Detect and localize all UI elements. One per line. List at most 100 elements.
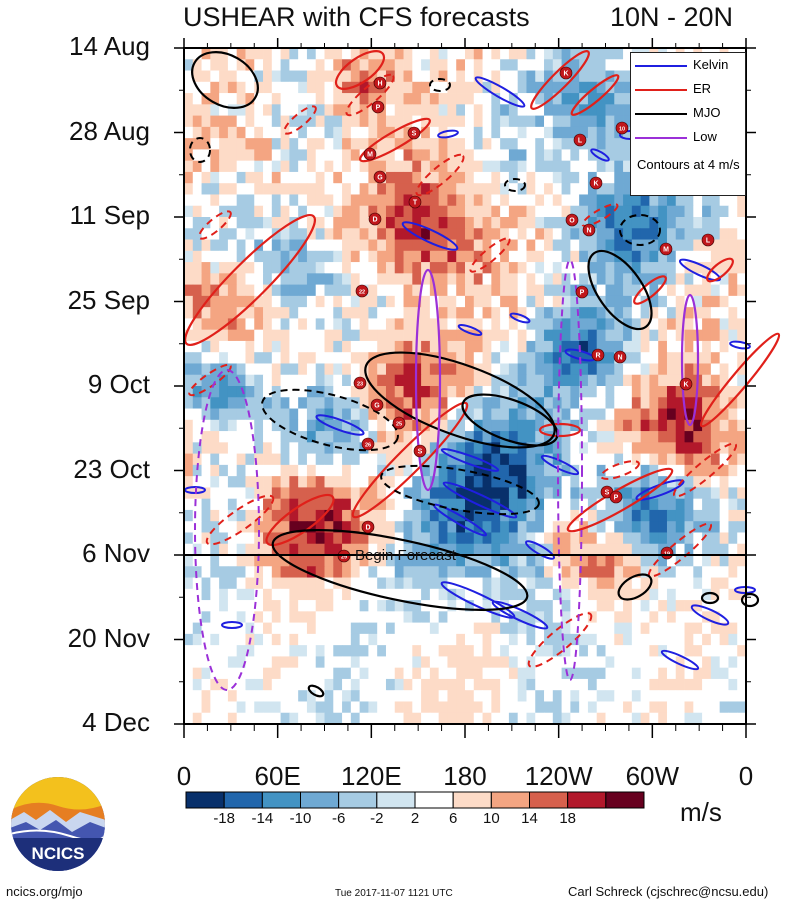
shear-cell: [333, 183, 343, 195]
shear-cell: [315, 307, 325, 319]
shear-cell: [561, 273, 571, 285]
shear-cell: [236, 171, 246, 184]
shear-cell: [385, 667, 396, 680]
shear-cell: [263, 183, 273, 195]
shear-cell: [623, 667, 633, 680]
shear-cell: [623, 645, 633, 657]
shear-cell: [412, 262, 422, 274]
shear-cell: [456, 329, 466, 342]
shear-cell: [517, 318, 527, 331]
shear-cell: [693, 205, 703, 218]
shear-cell: [280, 431, 290, 443]
shear-cell: [658, 555, 668, 567]
shear-cell: [227, 329, 238, 342]
shear-cell: [412, 70, 422, 83]
shear-cell: [517, 701, 527, 714]
shear-cell: [640, 363, 650, 376]
shear-cell: [201, 318, 211, 331]
shear-cell: [359, 329, 369, 342]
shear-cell: [465, 712, 475, 725]
shear-cell: [254, 577, 264, 590]
storm-label: N: [586, 228, 591, 235]
shear-cell: [623, 104, 633, 116]
shear-cell: [482, 262, 492, 274]
shear-cell: [201, 701, 211, 714]
shear-cell: [377, 600, 387, 612]
shear-cell: [298, 352, 308, 364]
shear-cell: [245, 307, 255, 319]
shear-cell: [324, 701, 334, 714]
shear-cell: [658, 532, 668, 545]
shear-cell: [333, 656, 343, 669]
shear-cell: [350, 712, 361, 725]
shear-cell: [508, 690, 519, 702]
shear-cell: [359, 352, 369, 364]
shear-cell: [508, 386, 519, 398]
legend-line-mjo: [635, 113, 687, 115]
shear-cell: [552, 171, 562, 184]
logo-text: NCICS: [32, 844, 85, 863]
shear-cell: [570, 183, 580, 195]
shear-cell: [315, 273, 325, 285]
shear-cell: [465, 81, 475, 94]
shear-cell: [737, 543, 747, 556]
shear-cell: [658, 678, 668, 691]
shear-cell: [456, 487, 466, 500]
shear-cell: [500, 656, 510, 669]
shear-cell: [385, 656, 396, 669]
shear-cell: [412, 577, 422, 590]
shear-cell: [298, 160, 308, 173]
shear-cell: [377, 228, 387, 240]
shear-cell: [737, 701, 747, 714]
shear-cell: [623, 498, 633, 511]
shear-cell: [482, 81, 492, 94]
shear-cell: [192, 588, 202, 601]
shear-cell: [421, 464, 431, 477]
shear-cell: [289, 678, 299, 691]
shear-cell: [324, 667, 334, 680]
shear-cell: [201, 239, 211, 252]
kelvin-contour: [491, 600, 549, 630]
shear-cell: [394, 262, 404, 274]
shear-cell: [324, 386, 334, 398]
shear-cell: [421, 487, 431, 500]
shear-cell: [623, 115, 633, 128]
shear-cell: [482, 250, 492, 263]
shear-cell: [631, 645, 642, 657]
shear-cell: [465, 645, 475, 657]
shear-cell: [517, 645, 527, 657]
shear-cell: [535, 228, 545, 240]
shear-cell: [491, 273, 501, 285]
shear-cell: [263, 318, 273, 331]
shear-cell: [219, 509, 229, 522]
shear-cell: [368, 115, 378, 128]
shear-cell: [596, 690, 606, 702]
shear-cell: [579, 656, 589, 669]
shear-cell: [306, 318, 317, 331]
shear-cell: [412, 476, 422, 488]
shear-cell: [684, 329, 694, 342]
shear-cell: [675, 217, 685, 229]
shear-cell: [192, 183, 202, 195]
shear-cell: [544, 690, 554, 702]
shear-cell: [737, 566, 747, 578]
shear-cell: [587, 453, 598, 466]
shear-cell: [561, 363, 571, 376]
shear-cell: [465, 600, 475, 612]
shear-cell: [289, 577, 299, 590]
shear-cell: [359, 712, 369, 725]
shear-cell: [473, 667, 483, 680]
shear-cell: [315, 194, 325, 207]
shear-cell: [623, 386, 633, 398]
colorbar-label: 6: [448, 810, 458, 827]
shear-cell: [324, 115, 334, 128]
shear-cell: [429, 307, 440, 319]
shear-cell: [219, 318, 229, 331]
shear-cell: [227, 611, 238, 623]
shear-cell: [201, 250, 211, 263]
shear-cell: [184, 205, 194, 218]
er-contour-dashed: [647, 522, 713, 578]
shear-cell: [368, 667, 378, 680]
shear-cell: [737, 690, 747, 702]
shear-cell: [737, 340, 747, 353]
